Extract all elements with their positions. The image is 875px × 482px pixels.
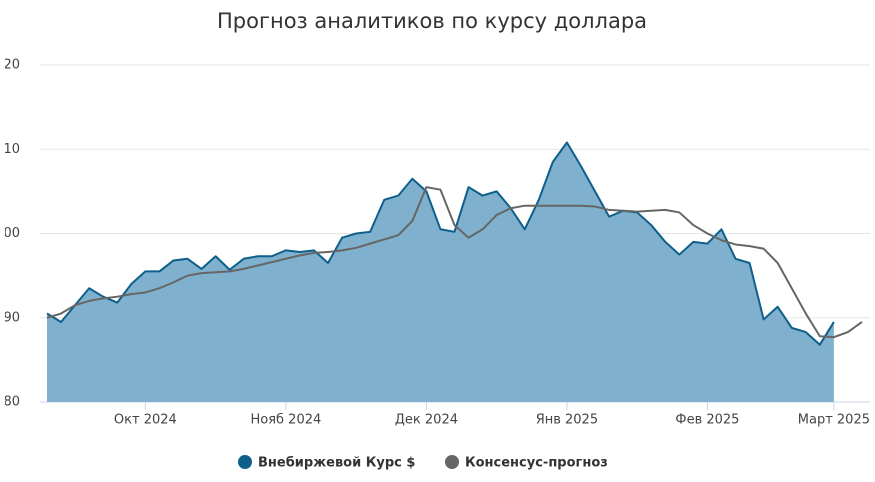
legend-marker	[445, 455, 459, 469]
y-tick-label: 110	[0, 142, 20, 157]
x-tick-label: Окт 2024	[114, 413, 177, 428]
x-tick-label: Дек 2024	[395, 413, 458, 428]
chart-title: Прогноз аналитиков по курсу доллара	[217, 9, 647, 33]
legend-label: Консенсус-прогноз	[465, 456, 608, 471]
y-labels: 80 90 100 110 120	[0, 58, 20, 410]
line	[46, 141, 835, 346]
legend-marker	[238, 455, 252, 469]
y-tick-label: 90	[3, 310, 20, 325]
x-tick-label: Нояб 2024	[250, 413, 321, 428]
y-tick-label: 100	[0, 226, 20, 241]
x-tick-label: Янв 2025	[536, 413, 598, 428]
legend-label: Внебиржевой Курс $	[258, 456, 415, 471]
x-tick-label: Фев 2025	[675, 413, 739, 428]
y-tick-label: 80	[3, 395, 20, 410]
area	[47, 142, 834, 402]
line	[46, 186, 863, 339]
x-tick-label: Март 2025	[798, 413, 870, 428]
y-tick-label: 120	[0, 58, 20, 73]
